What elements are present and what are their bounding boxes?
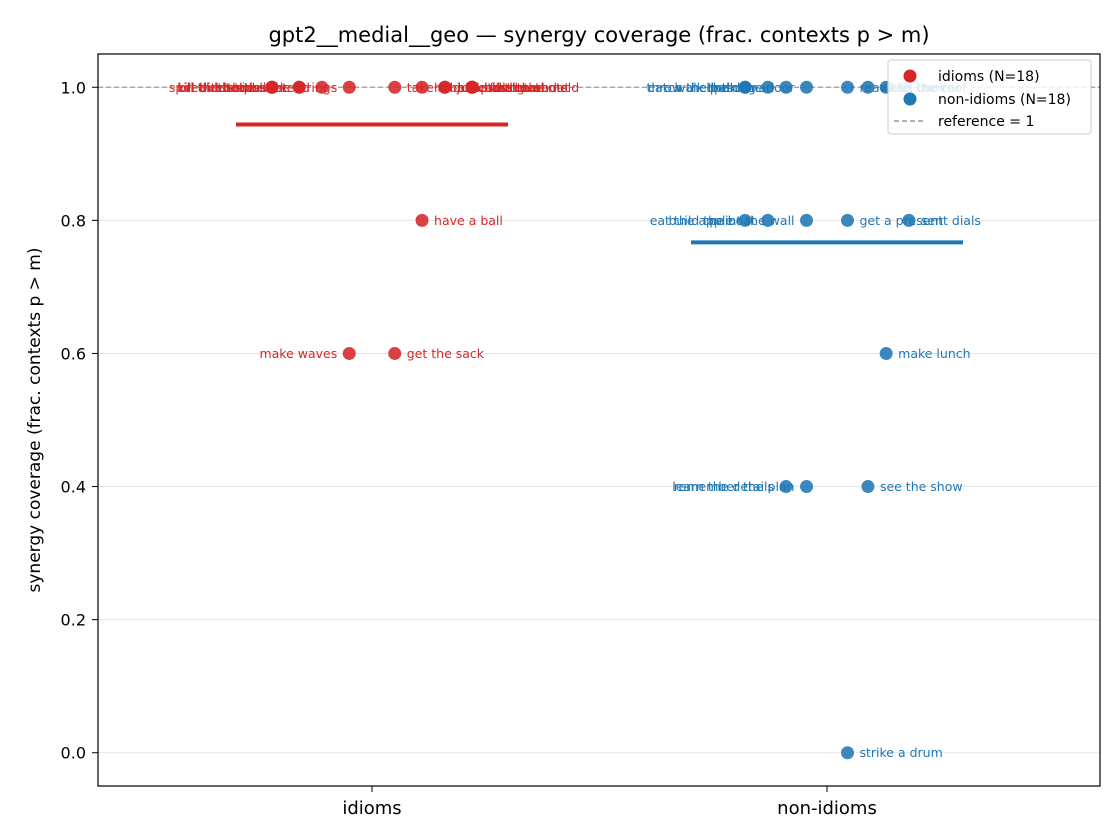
- data-point-label: paint the wall: [709, 213, 794, 228]
- data-point: [388, 80, 402, 94]
- data-point-label: pull the strings: [244, 80, 338, 95]
- y-tick-label: 0.4: [61, 478, 86, 497]
- data-point-label: make waves: [259, 346, 337, 361]
- data-point-label: bite the bullet: [199, 80, 287, 95]
- data-point-label: hit the road: [484, 80, 557, 95]
- data-point: [800, 480, 814, 494]
- legend-label-reference: reference = 1: [938, 114, 1034, 130]
- data-point: [861, 480, 875, 494]
- data-point-label: rock the boat: [457, 80, 540, 95]
- data-point: [779, 80, 793, 94]
- data-point-label: sent dials: [921, 213, 981, 228]
- data-point-label: learn the details: [672, 479, 774, 494]
- data-point: [315, 80, 329, 94]
- data-point-label: throw the ball: [647, 80, 734, 95]
- data-point-label: kill the bottle: [177, 80, 260, 95]
- data-point: [738, 80, 752, 94]
- y-axis-label: synergy coverage (frac. contexts p > m): [25, 248, 45, 593]
- y-tick-label: 0.8: [61, 211, 86, 230]
- data-point: [761, 80, 775, 94]
- data-point: [738, 213, 752, 227]
- data-point: [465, 80, 479, 94]
- data-point-label: call the shots: [484, 80, 567, 95]
- data-point: [840, 213, 854, 227]
- data-point-label: miss the boat: [484, 80, 569, 95]
- data-point-label: make lunch: [898, 346, 970, 361]
- data-point: [779, 480, 793, 494]
- data-point: [761, 213, 775, 227]
- chart-title: gpt2__medial__geo — synergy coverage (fr…: [268, 23, 929, 48]
- legend-label-idioms: idioms (N=18): [938, 69, 1040, 85]
- data-point: [265, 80, 279, 94]
- data-point: [861, 80, 875, 94]
- x-tick-label-idioms: idioms: [342, 798, 401, 819]
- data-point-label: walk the dog: [675, 80, 756, 95]
- y-tick-label: 0.6: [61, 344, 86, 363]
- x-tick-label-non-idioms: non-idioms: [777, 798, 877, 819]
- data-point: [292, 80, 306, 94]
- data-point: [415, 80, 429, 94]
- data-point: [342, 80, 356, 94]
- data-point-label: take a bow: [407, 80, 475, 95]
- data-point-label: help the man: [691, 80, 774, 95]
- legend: idioms (N=18) non-idioms (N=18) referenc…: [887, 59, 1092, 135]
- legend-box: [887, 59, 1092, 135]
- data-point: [840, 746, 854, 760]
- data-point: [415, 213, 429, 227]
- data-point-label: eat the apple: [650, 213, 734, 228]
- data-point-label: lose the thread: [215, 80, 310, 95]
- data-point-label: build the boat: [669, 213, 756, 228]
- data-point-label: open the door: [706, 80, 795, 95]
- data-point: [902, 213, 916, 227]
- data-point-label: break the mold: [484, 80, 579, 95]
- data-point-label: get a present: [859, 213, 943, 228]
- data-point: [800, 213, 814, 227]
- data-point-label: have a ball: [434, 213, 503, 228]
- data-point: [800, 80, 814, 94]
- data-point: [388, 346, 402, 360]
- data-point: [438, 80, 452, 94]
- data-point-label: spill the beans: [169, 80, 260, 95]
- data-point: [342, 346, 356, 360]
- data-point-label: remember the plan: [674, 479, 795, 494]
- legend-label-non-idioms: non-idioms (N=18): [938, 92, 1071, 108]
- plot-frame: [97, 53, 1101, 787]
- data-point: [879, 346, 893, 360]
- y-axis: 0.0 0.2 0.4 0.6 0.8 1.0: [61, 78, 98, 763]
- data-point-label: get the sack: [407, 346, 485, 361]
- data-point-label: jump the gun: [456, 80, 541, 95]
- mean-layer: [236, 122, 963, 245]
- data-point: [840, 80, 854, 94]
- x-axis: idioms non-idioms: [342, 786, 877, 819]
- legend-marker-non-idioms: [903, 92, 917, 106]
- data-point-label: hit the sack: [214, 80, 288, 95]
- data-point-label: catch the bus: [648, 80, 733, 95]
- data-point-label: hold the fort: [434, 80, 512, 95]
- data-point-label: see the show: [880, 479, 963, 494]
- y-tick-label: 0.2: [61, 611, 86, 630]
- points-layer: [265, 80, 916, 760]
- data-point-label: break the ice: [178, 80, 260, 95]
- data-point-label: strike a drum: [859, 745, 942, 760]
- legend-marker-idioms: [903, 69, 917, 83]
- y-tick-label: 0.0: [61, 744, 86, 763]
- y-tick-label: 1.0: [61, 78, 86, 97]
